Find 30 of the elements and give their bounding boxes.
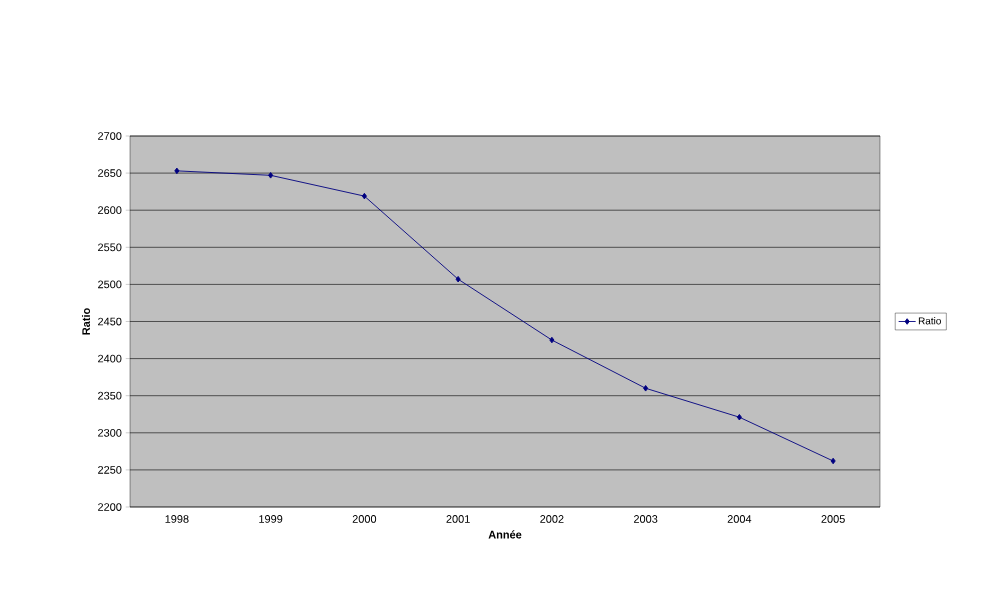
y-tick-label: 2700 [98, 132, 122, 140]
x-tick-label: 2004 [727, 515, 752, 523]
point [361, 192, 367, 200]
y-tick-label: 2450 [98, 317, 122, 326]
x-tick-label: 1998 [165, 515, 189, 523]
y-tick-label: 2500 [98, 280, 122, 289]
y-tick-label: 2350 [98, 391, 122, 400]
y-tick-label: 2200 [98, 503, 122, 511]
point [455, 275, 461, 283]
point [549, 336, 555, 344]
x-tick-label: 1999 [259, 515, 283, 523]
x-tick-label: 2003 [633, 515, 658, 523]
y-tick-label: 2400 [98, 354, 122, 363]
y-tick-label: 2250 [98, 466, 122, 474]
y-tick-label: 2300 [98, 428, 122, 437]
x-axis-title: Année [488, 530, 522, 539]
x-tick-label: 2001 [446, 515, 470, 523]
point [174, 167, 180, 175]
point [736, 413, 742, 421]
y-tick-label: 2650 [98, 169, 122, 177]
y-axis-title: Ratio [81, 308, 91, 335]
point [268, 172, 274, 179]
x-tick-label: 2002 [540, 515, 564, 523]
y-tick-label: 2600 [98, 206, 122, 215]
legend-label: Ratio [918, 317, 941, 325]
point [830, 457, 836, 465]
x-tick-label: 2005 [821, 515, 845, 523]
x-tick-label: 2000 [352, 515, 377, 523]
y-tick-label: 2550 [98, 243, 122, 252]
point [643, 385, 649, 392]
